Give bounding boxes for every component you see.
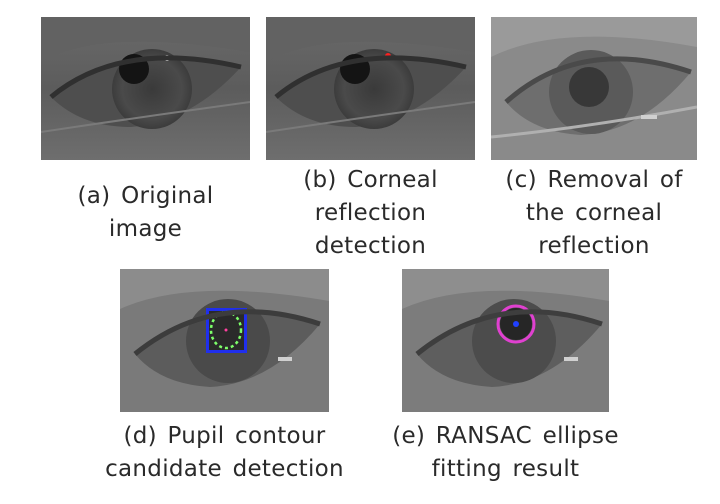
caption-b: (b) Corneal reflection detection bbox=[256, 164, 485, 263]
caption-e-line-1: (e) RANSAC ellipse bbox=[392, 423, 619, 449]
pupil-contour-points bbox=[209, 310, 243, 350]
caption-b-line-2: reflection bbox=[314, 200, 427, 226]
caption-c: (c) Removal of the corneal reflection bbox=[481, 164, 707, 263]
caption-e-line-2: fitting result bbox=[431, 456, 580, 482]
caption-d: (d) Pupil contour candidate detection bbox=[90, 420, 359, 486]
caption-c-line-3: reflection bbox=[538, 233, 650, 259]
panel-d-image bbox=[120, 269, 329, 412]
caption-d-line-2: candidate detection bbox=[105, 456, 344, 482]
panel-b-image bbox=[266, 17, 475, 160]
caption-a-line-2: image bbox=[108, 216, 183, 242]
pupil-center-marker bbox=[513, 321, 519, 327]
panel-e-image bbox=[402, 269, 609, 412]
caption-a: (a) Original image bbox=[41, 180, 250, 246]
caption-c-line-2: the corneal bbox=[525, 200, 663, 226]
ransac-ellipse bbox=[496, 304, 536, 344]
caption-b-line-1: (b) Corneal bbox=[303, 167, 438, 193]
caption-e: (e) RANSAC ellipse fitting result bbox=[376, 420, 635, 486]
caption-a-line-1: (a) Original bbox=[77, 183, 214, 209]
caption-c-line-1: (c) Removal of bbox=[505, 167, 683, 193]
caption-d-line-1: (d) Pupil contour bbox=[123, 423, 326, 449]
panel-a-image bbox=[41, 17, 250, 160]
panel-c-image bbox=[491, 17, 697, 160]
caption-b-line-3: detection bbox=[314, 233, 427, 259]
